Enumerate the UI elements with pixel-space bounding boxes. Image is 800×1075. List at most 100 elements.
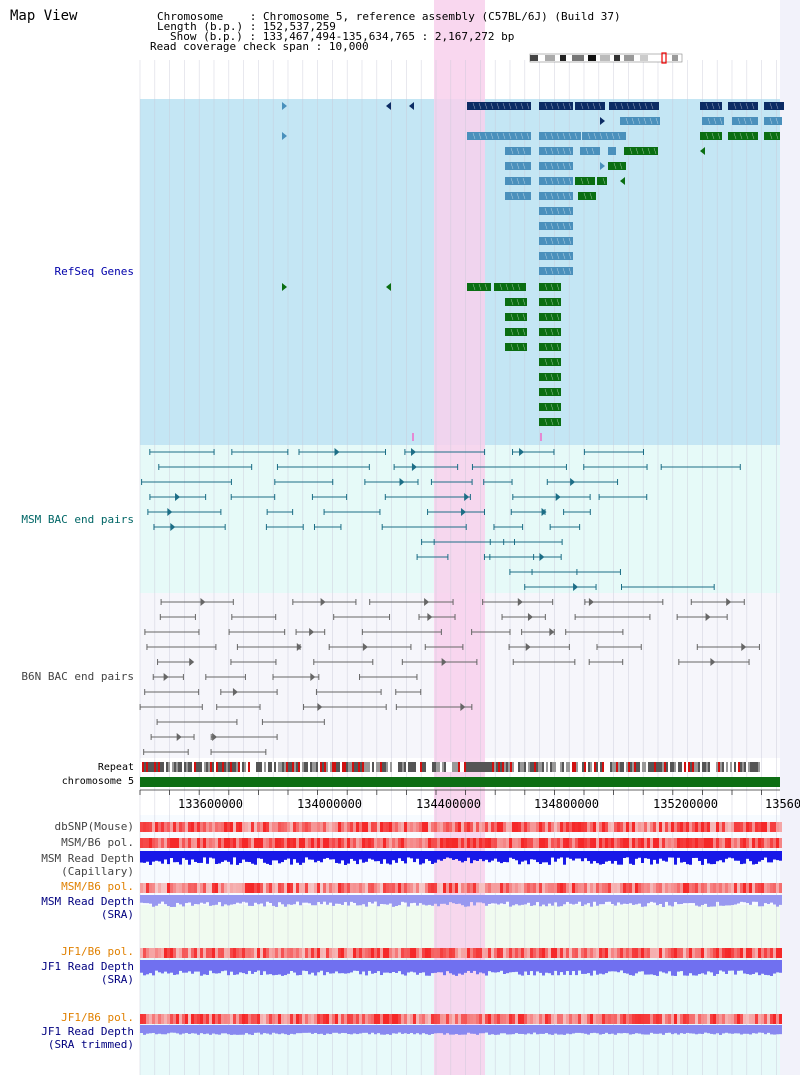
track-label-msm-depth-sra-1[interactable]: MSM Read Depth [41,895,134,908]
read-depth-bar [665,895,668,902]
polymorphism-cell [308,948,311,958]
repeat-segment [584,762,586,772]
gene-arrow [620,177,625,185]
read-depth-bar [443,960,446,976]
read-depth-bar [407,851,410,858]
gene-strand-tick [655,117,659,125]
gene-strand-tick [749,117,753,125]
read-depth-bar [509,1025,512,1035]
read-depth-bar [434,1025,437,1034]
gene-strand-tick [556,102,560,110]
track-label-b6n-bac[interactable]: B6N BAC end pairs [21,670,134,683]
gene-strand-tick [602,177,606,185]
track-label-msm-bac[interactable]: MSM BAC end pairs [21,513,134,526]
read-depth-bar [350,851,353,859]
polymorphism-cell [566,948,569,958]
read-depth-bar [509,960,512,973]
read-depth-bar [161,895,164,902]
track-label-repeat[interactable]: Repeat [97,762,134,773]
polymorphism-cell [746,822,749,832]
read-depth-bar [758,960,761,976]
polymorphism-cell [230,948,233,958]
read-depth-bar [506,1025,509,1035]
polymorphism-cell [365,883,368,893]
axis-tick-label: 134800000 [534,797,600,811]
gene-strand-tick [556,192,560,200]
track-label-chromosome[interactable]: chromosome 5 [61,776,134,787]
track-label-refseq-genes[interactable]: RefSeq Genes [54,265,134,278]
polymorphism-cell [590,1014,593,1024]
track-label-dbsnp[interactable]: dbSNP(Mouse) [54,820,134,833]
gene-strand-tick [562,207,566,215]
polymorphism-cell [470,838,473,848]
polymorphism-cell [188,822,191,832]
polymorphism-cell [569,822,572,832]
polymorphism-cell [443,948,446,958]
gene-strand-tick [580,177,584,185]
polymorphism-cell [332,838,335,848]
gene-arrow [386,102,391,110]
read-depth-bar [281,960,284,976]
track-label-jf1-b6-pol-1[interactable]: JF1/B6 pol. [61,945,134,958]
polymorphism-cell [419,1014,422,1024]
polymorphism-cell [614,822,617,832]
gene-strand-tick [591,147,595,155]
repeat-segment [416,762,418,772]
polymorphism-cell [167,1014,170,1024]
read-depth-bar [314,851,317,863]
track-label-jf1-depth-sra-1[interactable]: JF1 Read Depth [41,960,134,973]
gene-strand-tick [516,177,520,185]
polymorphism-cell [515,1014,518,1024]
gene-strand-tick [508,132,512,140]
read-depth-bar [695,960,698,976]
polymorphism-cell [683,1014,686,1024]
read-depth-bar [623,960,626,974]
read-depth-bar [479,851,482,860]
polymorphism-cell [422,948,425,958]
gene-exon [494,283,526,291]
polymorphism-cell [485,1014,488,1024]
track-label-msm-depth-cap-1[interactable]: MSM Read Depth [41,852,134,865]
read-depth-bar [545,851,548,863]
read-depth-bar [779,960,782,973]
repeat-segment [664,762,666,772]
polymorphism-cell [299,1014,302,1024]
track-label-msm-b6-pol-1[interactable]: MSM/B6 pol. [61,836,134,849]
read-depth-bar [500,1025,503,1034]
read-depth-bar [236,1025,239,1035]
read-depth-bar [695,1025,698,1035]
polymorphism-cell [398,838,401,848]
gene-strand-tick [562,267,566,275]
read-depth-bar [473,851,476,861]
polymorphism-cell [491,838,494,848]
repeat-segment [490,762,492,772]
polymorphism-cell [665,948,668,958]
polymorphism-cell [284,838,287,848]
polymorphism-cell [539,838,542,848]
polymorphism-cell [602,883,605,893]
polymorphism-cell [389,883,392,893]
polymorphism-cell [728,883,731,893]
bac-end-arrow [525,643,531,651]
gene-strand-tick [562,147,566,155]
read-depth-bar [383,960,386,973]
polymorphism-cell [707,838,710,848]
polymorphism-cell [560,948,563,958]
read-depth-bar [746,895,749,904]
polymorphism-cell [509,948,512,958]
polymorphism-cell [641,1014,644,1024]
polymorphism-cell [773,1014,776,1024]
polymorphism-cell [479,883,482,893]
track-label-msm-b6-pol-2[interactable]: MSM/B6 pol. [61,880,134,893]
read-depth-bar [530,851,533,860]
read-depth-bar [515,851,518,861]
polymorphism-cell [143,838,146,848]
read-depth-bar [725,895,728,906]
track-label-jf1-b6-pol-2[interactable]: JF1/B6 pol. [61,1011,134,1024]
read-depth-bar [749,960,752,975]
polymorphism-cell [578,1014,581,1024]
track-label-jf1-depth-trim-1[interactable]: JF1 Read Depth [41,1025,134,1038]
read-depth-bar [215,895,218,905]
